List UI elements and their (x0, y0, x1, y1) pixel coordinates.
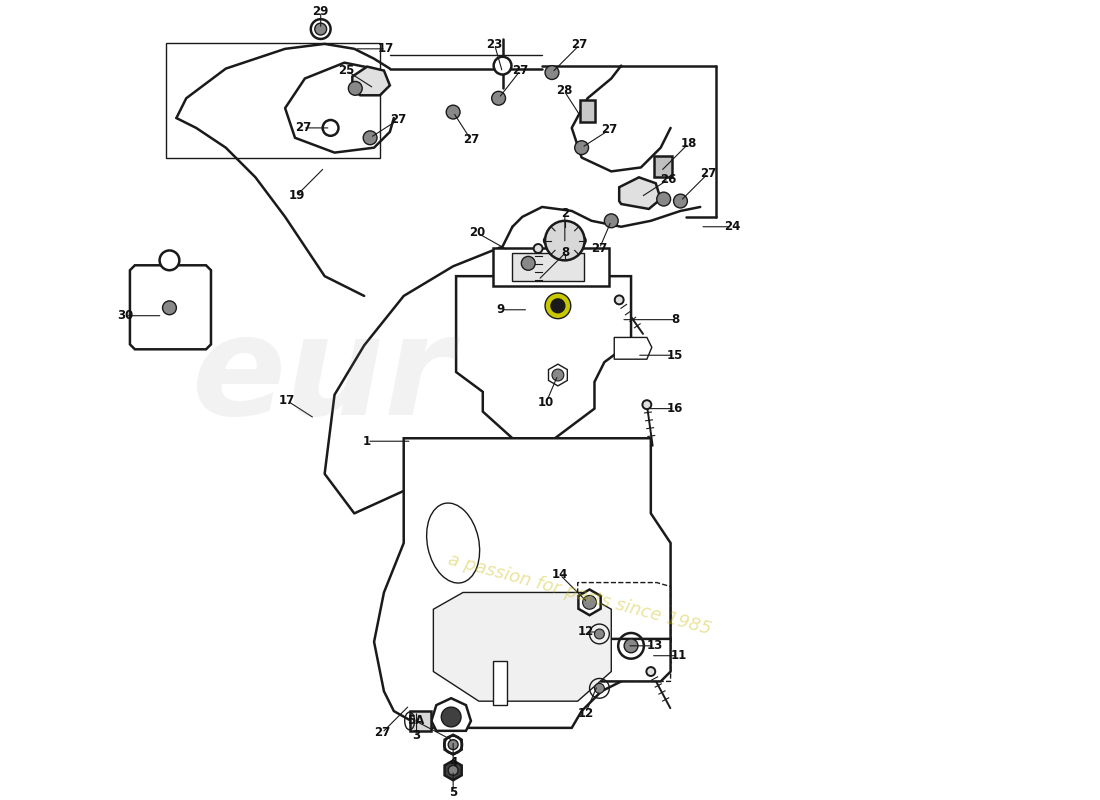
Text: 27: 27 (295, 122, 311, 134)
Text: 15: 15 (667, 349, 683, 362)
Circle shape (604, 214, 618, 228)
Text: 4: 4 (449, 756, 458, 769)
Circle shape (160, 250, 179, 270)
Circle shape (447, 105, 460, 119)
Circle shape (448, 740, 458, 750)
Circle shape (492, 91, 506, 105)
Text: 27: 27 (700, 167, 716, 180)
Text: 13: 13 (647, 639, 663, 652)
Circle shape (574, 141, 589, 154)
Text: a passion for parts since 1985: a passion for parts since 1985 (446, 550, 713, 638)
Text: 18: 18 (680, 138, 696, 150)
Polygon shape (444, 734, 462, 754)
Text: 27: 27 (513, 64, 528, 77)
Polygon shape (549, 364, 568, 386)
Polygon shape (374, 438, 671, 728)
Text: 27: 27 (389, 114, 406, 126)
Text: 23: 23 (486, 38, 503, 51)
Text: 12: 12 (578, 626, 594, 638)
Polygon shape (352, 66, 389, 95)
Circle shape (624, 639, 638, 653)
Circle shape (441, 707, 461, 727)
Circle shape (594, 629, 604, 639)
Bar (409, 711, 431, 731)
Text: 26: 26 (660, 173, 676, 186)
Text: 27: 27 (592, 242, 607, 255)
Text: 5A: 5A (407, 714, 425, 727)
Circle shape (546, 66, 559, 79)
Polygon shape (444, 761, 462, 780)
Polygon shape (431, 698, 471, 731)
Polygon shape (619, 178, 661, 209)
Text: 17: 17 (279, 394, 295, 407)
Text: 10: 10 (538, 396, 554, 409)
Bar (653, 155, 672, 178)
Bar (580, 100, 595, 122)
Polygon shape (433, 593, 612, 701)
Bar (493, 249, 609, 286)
Text: 27: 27 (572, 38, 587, 51)
Text: 9: 9 (496, 303, 505, 316)
Text: 14: 14 (552, 568, 568, 581)
Circle shape (551, 299, 564, 313)
Circle shape (552, 369, 564, 381)
Text: 27: 27 (374, 726, 390, 739)
Text: 11: 11 (670, 650, 686, 662)
Text: 28: 28 (556, 84, 572, 97)
Text: 19: 19 (289, 189, 305, 202)
Text: 5: 5 (449, 786, 458, 798)
Text: 3: 3 (412, 730, 420, 742)
Circle shape (642, 400, 651, 409)
Text: 17: 17 (377, 42, 394, 55)
Text: 27: 27 (463, 134, 480, 146)
Circle shape (521, 256, 536, 270)
Circle shape (315, 23, 327, 35)
Text: 24: 24 (724, 220, 740, 234)
Circle shape (322, 120, 339, 136)
Circle shape (163, 301, 176, 314)
Circle shape (583, 595, 596, 610)
Text: 2: 2 (561, 207, 569, 220)
Text: eur: eur (191, 310, 453, 445)
Circle shape (448, 766, 458, 775)
Text: 12: 12 (578, 706, 594, 719)
Circle shape (615, 295, 624, 304)
Bar (493, 661, 506, 705)
Text: 25: 25 (338, 64, 354, 77)
Text: 16: 16 (667, 402, 683, 415)
Text: 8: 8 (562, 246, 570, 259)
Polygon shape (456, 276, 631, 438)
Circle shape (673, 194, 688, 208)
Circle shape (594, 683, 604, 694)
Text: 29: 29 (312, 5, 329, 18)
Circle shape (534, 244, 542, 253)
Text: 20: 20 (469, 226, 485, 239)
Bar (513, 254, 584, 281)
Circle shape (349, 82, 362, 95)
Polygon shape (579, 590, 601, 615)
Circle shape (657, 192, 671, 206)
Circle shape (494, 57, 512, 74)
Polygon shape (130, 266, 211, 350)
Text: 1: 1 (363, 434, 371, 448)
Text: 8: 8 (671, 313, 680, 326)
Circle shape (363, 131, 377, 145)
Polygon shape (602, 639, 671, 682)
Circle shape (546, 293, 571, 318)
Polygon shape (614, 338, 652, 359)
Circle shape (647, 667, 656, 676)
Text: 27: 27 (602, 123, 617, 136)
Text: 30: 30 (117, 310, 133, 322)
Circle shape (546, 221, 584, 260)
